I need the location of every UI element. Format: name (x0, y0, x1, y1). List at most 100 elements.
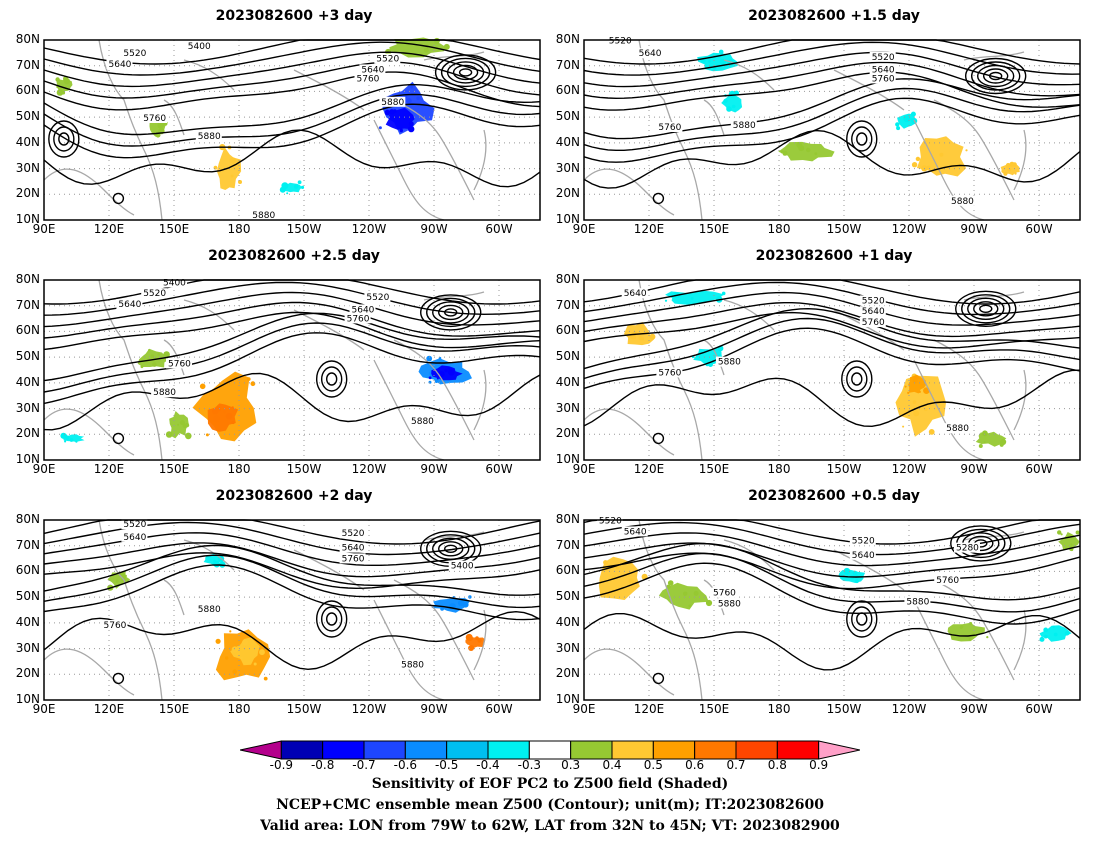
lat-tick-label: 20N (555, 666, 580, 681)
lat-tick-label: 40N (15, 614, 40, 629)
colorbar-tick-label: 0.9 (809, 758, 829, 772)
map-frame (43, 279, 541, 461)
lat-tick-label: 20N (15, 186, 40, 201)
colorbar-swatch (404, 740, 448, 760)
map-frame (43, 39, 541, 221)
lat-tick-label: 40N (555, 374, 580, 389)
colorbar-swatch (611, 740, 654, 760)
contour-label: 5640 (624, 289, 647, 299)
colorbar-swatch (570, 740, 613, 760)
contour-label: 5520 (852, 536, 875, 546)
colorbar-tick-label: 0.6 (685, 758, 705, 772)
lat-tick-label: 10N (555, 692, 580, 706)
sensitivity-shading (1057, 530, 1080, 552)
contour-label: 5880 (401, 661, 424, 671)
contour-label: 5400 (188, 42, 211, 52)
contour-label: 5880 (733, 121, 756, 131)
contour-label: 5520 (143, 289, 166, 299)
contour-label: 5760 (168, 359, 191, 369)
lon-tick-label: 90W (420, 462, 448, 476)
colorbar-swatch (363, 740, 406, 760)
lat-tick-label: 60N (555, 563, 580, 578)
lon-tick-label: 120W (891, 222, 927, 236)
lat-tick-label: 80N (15, 272, 40, 286)
caption-line-2: NCEP+CMC ensemble mean Z500 (Contour); u… (276, 797, 824, 813)
lon-tick-label: 150W (826, 462, 862, 476)
lat-tick-label: 50N (15, 589, 40, 604)
panel-title: 2023082600 +3 day (215, 8, 373, 24)
sensitivity-shading (207, 403, 239, 432)
lat-tick-label: 60N (15, 563, 40, 578)
lat-tick-label: 20N (555, 426, 580, 441)
lat-tick-label: 80N (555, 512, 580, 526)
lat-tick-label: 70N (15, 297, 40, 312)
lon-tick-label: 120E (93, 462, 125, 476)
lon-tick-label: 90E (572, 222, 596, 236)
sensitivity-shading (230, 637, 265, 666)
lon-tick-label: 180 (227, 702, 251, 716)
map-frame (583, 39, 1081, 221)
contour-label: 5640 (342, 544, 365, 554)
lon-tick-label: 150E (698, 702, 730, 716)
lon-tick-label: 150W (286, 702, 322, 716)
lon-tick-label: 90E (572, 462, 596, 476)
contour-label: 5520 (599, 517, 622, 527)
sensitivity-shading (279, 180, 305, 195)
lat-tick-label: 40N (15, 134, 40, 149)
contour-label: 5400 (163, 278, 186, 288)
lat-tick-label: 50N (555, 109, 580, 124)
grid-lines (584, 40, 1080, 220)
contour-label: 5760 (713, 589, 736, 599)
colorbar-tick-label: -0.5 (434, 758, 459, 772)
colorbar-swatch (322, 740, 365, 760)
contour-label: 5640 (624, 527, 647, 537)
z500-contours (43, 39, 541, 205)
sensitivity-shading (658, 580, 713, 610)
lat-tick-label: 10N (15, 212, 40, 226)
map-frame (583, 279, 1081, 461)
colorbar-swatch (280, 740, 324, 760)
contour-label: 5880 (198, 605, 221, 615)
colorbar-tick-label: -0.9 (269, 758, 294, 772)
lat-tick-label: 50N (15, 109, 40, 124)
lon-tick-label: 90W (420, 222, 448, 236)
caption-line-1: Sensitivity of EOF PC2 to Z500 field (Sh… (371, 776, 729, 792)
sensitivity-shading (60, 432, 85, 443)
colorbar-tick-label: -0.3 (517, 758, 542, 772)
contour-label: 5520 (123, 520, 146, 530)
caption-line-3: Valid area: LON from 79W to 62W, LAT fro… (260, 818, 840, 834)
contour-label: 5520 (123, 49, 146, 59)
lon-tick-label: 120W (351, 222, 387, 236)
contour-label: 5640 (639, 49, 662, 59)
contour-label: 5640 (872, 65, 895, 75)
colorbar-tick-label: 0.7 (726, 758, 746, 772)
colorbar-tick-label: 0.3 (561, 758, 581, 772)
colorbar-swatch (735, 740, 778, 760)
z500-contours (583, 279, 1081, 445)
lat-tick-label: 30N (555, 400, 580, 415)
sensitivity-shading (721, 90, 743, 113)
lon-tick-label: 120E (633, 462, 665, 476)
lat-tick-label: 30N (555, 640, 580, 655)
lon-tick-label: 180 (227, 462, 251, 476)
contour-label: 5760 (658, 368, 681, 378)
contour-label: 5760 (862, 318, 885, 328)
lon-tick-label: 120W (891, 702, 927, 716)
sensitivity-shading (465, 633, 486, 651)
lon-tick-label: 120E (633, 702, 665, 716)
lat-tick-label: 10N (15, 452, 40, 466)
contour-label: 5880 (411, 417, 434, 427)
lon-tick-label: 60W (1025, 462, 1053, 476)
map-frame (583, 519, 1081, 701)
map-frame (43, 519, 541, 701)
lon-tick-label: 60W (485, 462, 513, 476)
contour-label: 5280 (956, 544, 979, 554)
lon-tick-label: 90E (32, 702, 56, 716)
lat-tick-label: 30N (15, 400, 40, 415)
lat-tick-label: 40N (555, 614, 580, 629)
colorbar-swatch (240, 740, 282, 760)
contour-label: 5760 (143, 114, 166, 124)
contour-label: 5520 (609, 37, 632, 47)
